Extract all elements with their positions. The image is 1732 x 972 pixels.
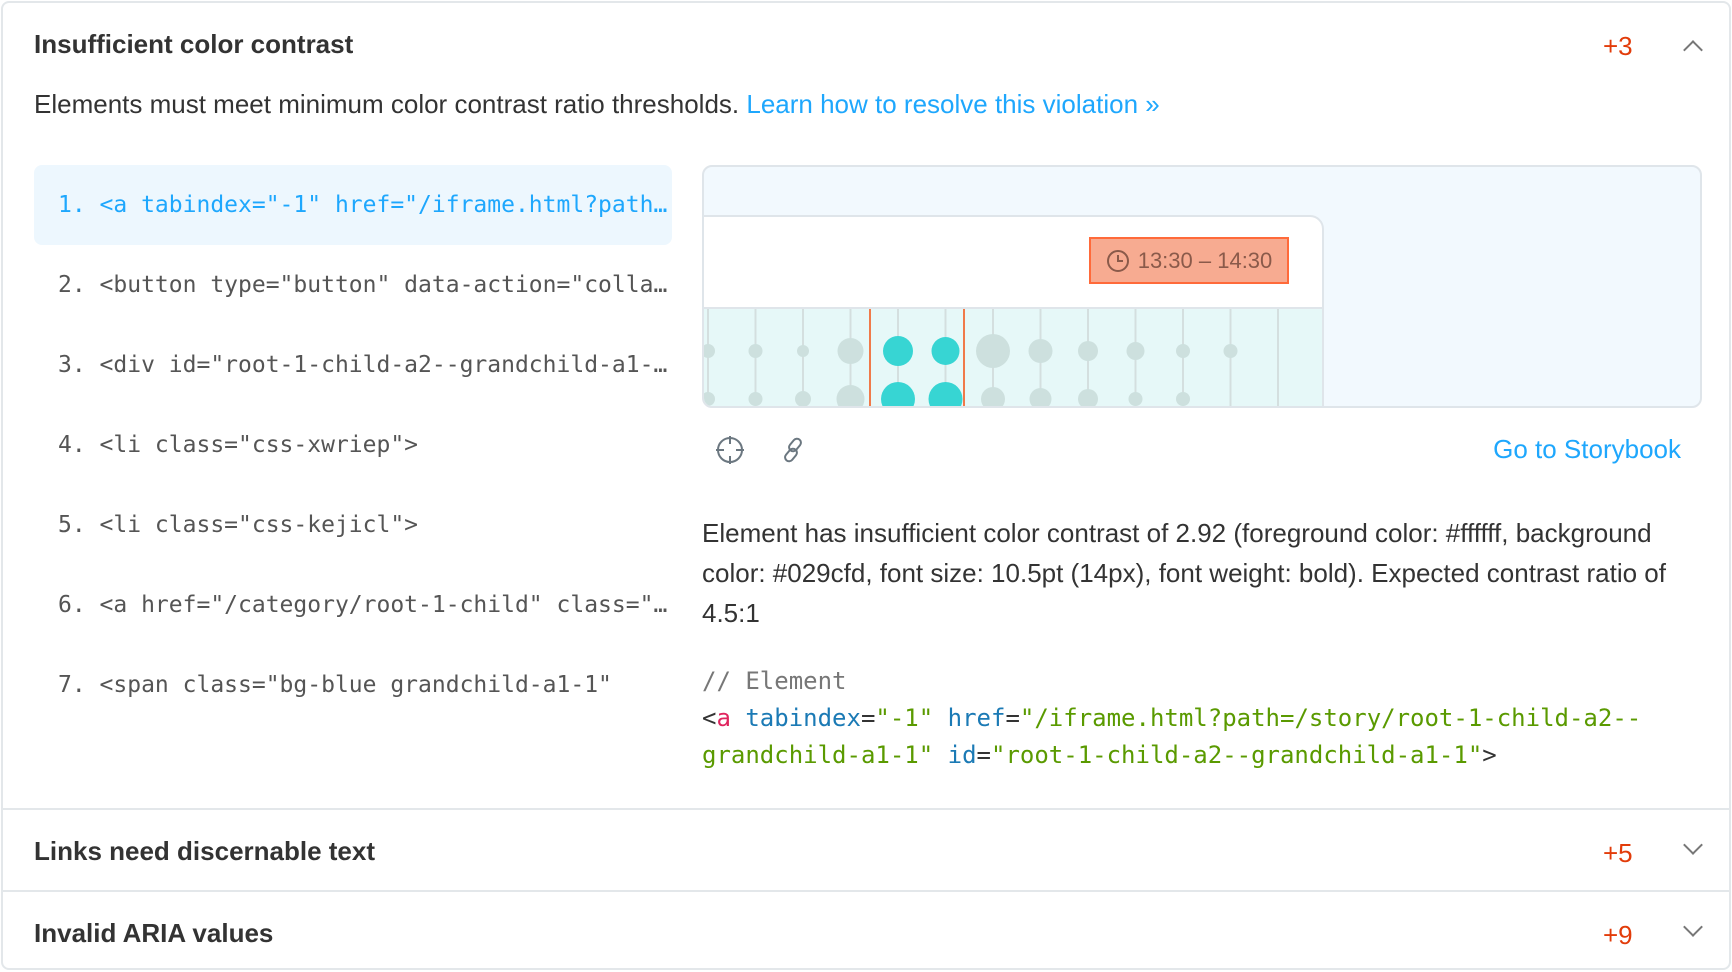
code-value: "-1" [875, 704, 934, 732]
violation-count: +9 [1603, 920, 1633, 950]
timeline-dot [1078, 341, 1098, 361]
timeline-dot [748, 392, 763, 406]
crosshair-icon [716, 436, 744, 464]
timeline-dot [1126, 342, 1145, 360]
code-tag: a [716, 704, 731, 732]
go-to-storybook-link[interactable]: Go to Storybook [1493, 434, 1681, 464]
chevron-down-icon[interactable] [1683, 917, 1703, 937]
timeline-dot [748, 344, 763, 358]
timeline-dot [981, 387, 1005, 406]
code-comment: // Element [702, 667, 847, 695]
element-list-item[interactable]: 2. <button type="button" data-action="co… [58, 272, 672, 298]
timeline-dot [881, 382, 915, 406]
timeline-dot [795, 391, 811, 406]
code-attr: id [947, 741, 977, 769]
timeline-dot [1176, 392, 1190, 406]
section-header-aria-values[interactable]: Invalid ARIA values +9 [3, 892, 1729, 968]
element-list: 1. <a tabindex="-1" href="/iframe.html?p… [34, 165, 672, 725]
code-punct: = [1005, 704, 1020, 732]
code-line: grandchild-a1-1" id="root-1-child-a2--gr… [702, 737, 1641, 774]
divider [3, 890, 1729, 892]
element-list-item[interactable]: 4. <li class="css-xwriep"> [58, 432, 419, 458]
copy-link-button[interactable] [779, 435, 809, 470]
element-list-item[interactable]: 6. <a href="/category/root-1-child" clas… [58, 592, 672, 618]
code-punct: = [860, 704, 876, 732]
element-preview: 13:30 – 14:30 [702, 165, 1702, 408]
timeline-dot [1128, 392, 1143, 406]
link-icon [784, 437, 802, 463]
timeline-dot [1176, 344, 1190, 358]
time-badge: 13:30 – 14:30 [1089, 237, 1289, 284]
code-punct: < [702, 704, 717, 732]
timeline-dot [797, 345, 809, 357]
timeline-dot [704, 344, 715, 358]
element-list-item[interactable]: 5. <li class="css-kejicl"> [58, 512, 419, 538]
timeline-dot [1223, 344, 1238, 358]
code-value: grandchild-a1-1" [702, 741, 934, 769]
timeline-dot [837, 338, 864, 364]
timeline-dot [976, 334, 1010, 368]
timeline-dot [883, 336, 913, 366]
violation-count: +5 [1603, 838, 1633, 868]
element-code: // Element <a tabindex="-1" href="/ifram… [702, 663, 1641, 774]
element-list-item[interactable]: 1. <a tabindex="-1" href="/iframe.html?p… [34, 165, 672, 245]
timeline-dot [931, 337, 960, 365]
timeline-dot [1028, 339, 1053, 363]
section-header-color-contrast[interactable]: Insufficient color contrast +3 [3, 3, 1729, 89]
violation-count: +3 [1603, 31, 1633, 61]
code-line: <a tabindex="-1" href="/iframe.html?path… [702, 700, 1641, 737]
code-attr: tabindex [745, 704, 861, 732]
preview-card: 13:30 – 14:30 [704, 215, 1324, 406]
highlight-button[interactable] [715, 435, 745, 470]
section-header-link-text[interactable]: Links need discernable text +5 [3, 810, 1729, 890]
timeline-dot [928, 382, 963, 406]
timeline-dot [1078, 389, 1098, 406]
violation-description: Elements must meet minimum color contras… [34, 89, 1160, 120]
code-attr: href [947, 704, 1006, 732]
clock-icon [1106, 249, 1129, 272]
violation-message: Element has insufficient color contrast … [702, 518, 1666, 628]
element-list-item[interactable]: 7. <span class="bg-blue grandchild-a1-1" [58, 672, 612, 698]
learn-more-link[interactable]: Learn how to resolve this violation » [746, 89, 1160, 119]
section-title: Invalid ARIA values [34, 918, 274, 948]
code-punct: = [976, 741, 991, 769]
timeline-dot [1029, 388, 1052, 406]
section-title: Insufficient color contrast [34, 29, 354, 59]
chevron-up-icon[interactable] [1683, 40, 1703, 60]
code-punct: > [1482, 741, 1497, 769]
badge-text: 13:30 – 14:30 [1137, 247, 1273, 273]
chevron-down-icon[interactable] [1683, 835, 1703, 855]
timeline-dot [704, 392, 715, 406]
description-text: Elements must meet minimum color contras… [34, 89, 740, 119]
divider [3, 808, 1729, 810]
section-title: Links need discernable text [34, 836, 376, 866]
timeline-dot [836, 385, 865, 406]
code-value: "/iframe.html?path=/story/root-1-child-a… [1019, 704, 1642, 732]
code-value: "root-1-child-a2--grandchild-a1-1" [991, 741, 1483, 769]
preview-timeline-grid [704, 307, 1322, 406]
element-list-item[interactable]: 3. <div id="root-1-child-a2--grandchild-… [58, 352, 672, 378]
